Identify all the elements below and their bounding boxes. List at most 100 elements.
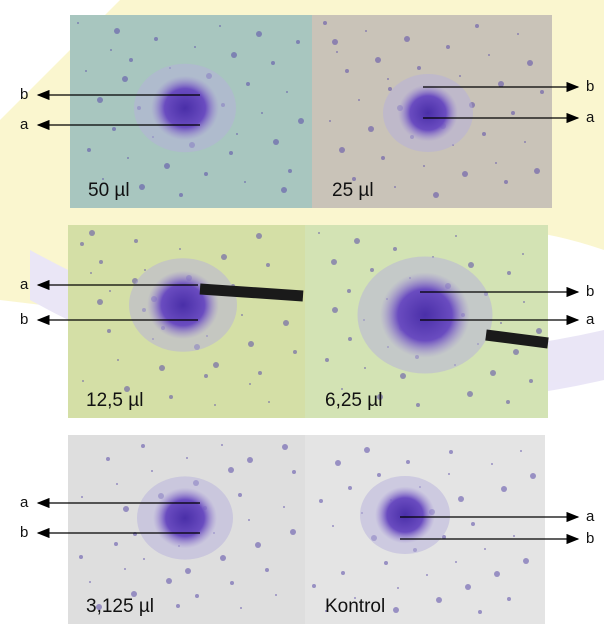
stain-dot (246, 82, 250, 86)
stain-dot (221, 444, 223, 446)
stain-dot (298, 118, 304, 124)
stain-dot (517, 33, 519, 35)
stain-dot (256, 233, 262, 239)
stain-dot (426, 574, 428, 576)
stain-dot (352, 177, 356, 181)
stain-dot (89, 581, 91, 583)
stain-dot (134, 239, 138, 243)
arrow-label: b (586, 530, 594, 547)
arrow-label: a (20, 116, 29, 133)
stain-dot (458, 496, 464, 502)
stain-dot (271, 61, 275, 65)
panel: 50 µl (70, 15, 312, 208)
arrow-label: a (586, 508, 595, 525)
stain-dot (506, 400, 510, 404)
stain-dot (231, 52, 237, 58)
stain-dot (365, 30, 367, 32)
stain-dot (266, 263, 270, 267)
arrow-label: b (586, 283, 594, 300)
stain-dot (139, 184, 145, 190)
stain-dot (523, 558, 529, 564)
stain-dot (498, 81, 504, 87)
stain-dot (82, 380, 84, 382)
stain-dot (293, 350, 297, 354)
stain-dot (400, 373, 406, 379)
stain-dot (455, 235, 457, 237)
cell (375, 486, 435, 544)
panel-label: 12,5 µl (86, 390, 143, 411)
stain-dot (393, 607, 399, 613)
stain-dot (229, 151, 233, 155)
stain-dot (332, 307, 338, 313)
stain-dot (112, 127, 116, 131)
stain-dot (318, 232, 320, 234)
stain-dot (244, 181, 246, 183)
stain-dot (449, 450, 453, 454)
pointer-bar (199, 283, 304, 302)
stain-dot (348, 486, 352, 490)
panel-label: 3,125 µl (86, 596, 154, 617)
stain-dot (339, 147, 345, 153)
stain-dot (256, 31, 262, 37)
stain-dot (329, 120, 331, 122)
arrow-label: a (586, 311, 595, 328)
stain-dot (529, 379, 533, 383)
stain-dot (131, 591, 137, 597)
stain-dot (281, 187, 287, 193)
stain-dot (406, 460, 410, 464)
stain-dot (335, 460, 341, 466)
stain-dot (358, 99, 360, 101)
stain-dot (87, 148, 91, 152)
stain-dot (144, 269, 146, 271)
stain-dot (484, 548, 486, 550)
stain-dot (446, 45, 450, 49)
stain-dot (523, 301, 525, 303)
panel-label: 6,25 µl (325, 390, 382, 411)
stain-dot (220, 555, 226, 561)
stain-dot (268, 401, 270, 403)
stain-dot (195, 594, 199, 598)
stain-dot (436, 597, 442, 603)
stain-dot (448, 473, 450, 475)
stain-dot (504, 180, 508, 184)
stain-dot (462, 171, 468, 177)
stain-dot (204, 172, 208, 176)
stain-dot (247, 457, 253, 463)
stain-dot (164, 163, 170, 169)
stain-dot (455, 561, 457, 563)
arrow-label: b (20, 524, 28, 541)
stain-dot (534, 168, 540, 174)
stain-dot (122, 76, 128, 82)
stain-dot (540, 90, 544, 94)
cell (153, 487, 217, 549)
stain-dot (433, 192, 439, 198)
stain-dot (230, 581, 234, 585)
panel-label: 50 µl (88, 180, 130, 201)
stain-dot (151, 470, 153, 472)
stain-dot (354, 597, 356, 599)
arrow-label: a (20, 494, 29, 511)
cell (151, 75, 219, 141)
stain-dot (332, 39, 338, 45)
stain-dot (127, 157, 129, 159)
stain-dot (179, 193, 183, 197)
stain-dot (96, 604, 102, 610)
stain-dot (524, 141, 526, 143)
stain-dot (179, 248, 181, 250)
stain-dot (258, 371, 262, 375)
stain-dot (176, 604, 180, 608)
stain-dot (114, 28, 120, 34)
panel-label: Kontrol (325, 596, 385, 617)
stain-dot (228, 467, 234, 473)
stain-dot (478, 610, 482, 614)
stain-dot (459, 75, 461, 77)
stain-dot (364, 367, 366, 369)
stain-dot (325, 610, 327, 612)
stain-dot (99, 260, 103, 264)
stain-dot (261, 112, 263, 114)
stain-dot (394, 186, 396, 188)
stain-dot (500, 322, 502, 324)
stain-dot (288, 169, 292, 173)
cell (398, 84, 458, 142)
